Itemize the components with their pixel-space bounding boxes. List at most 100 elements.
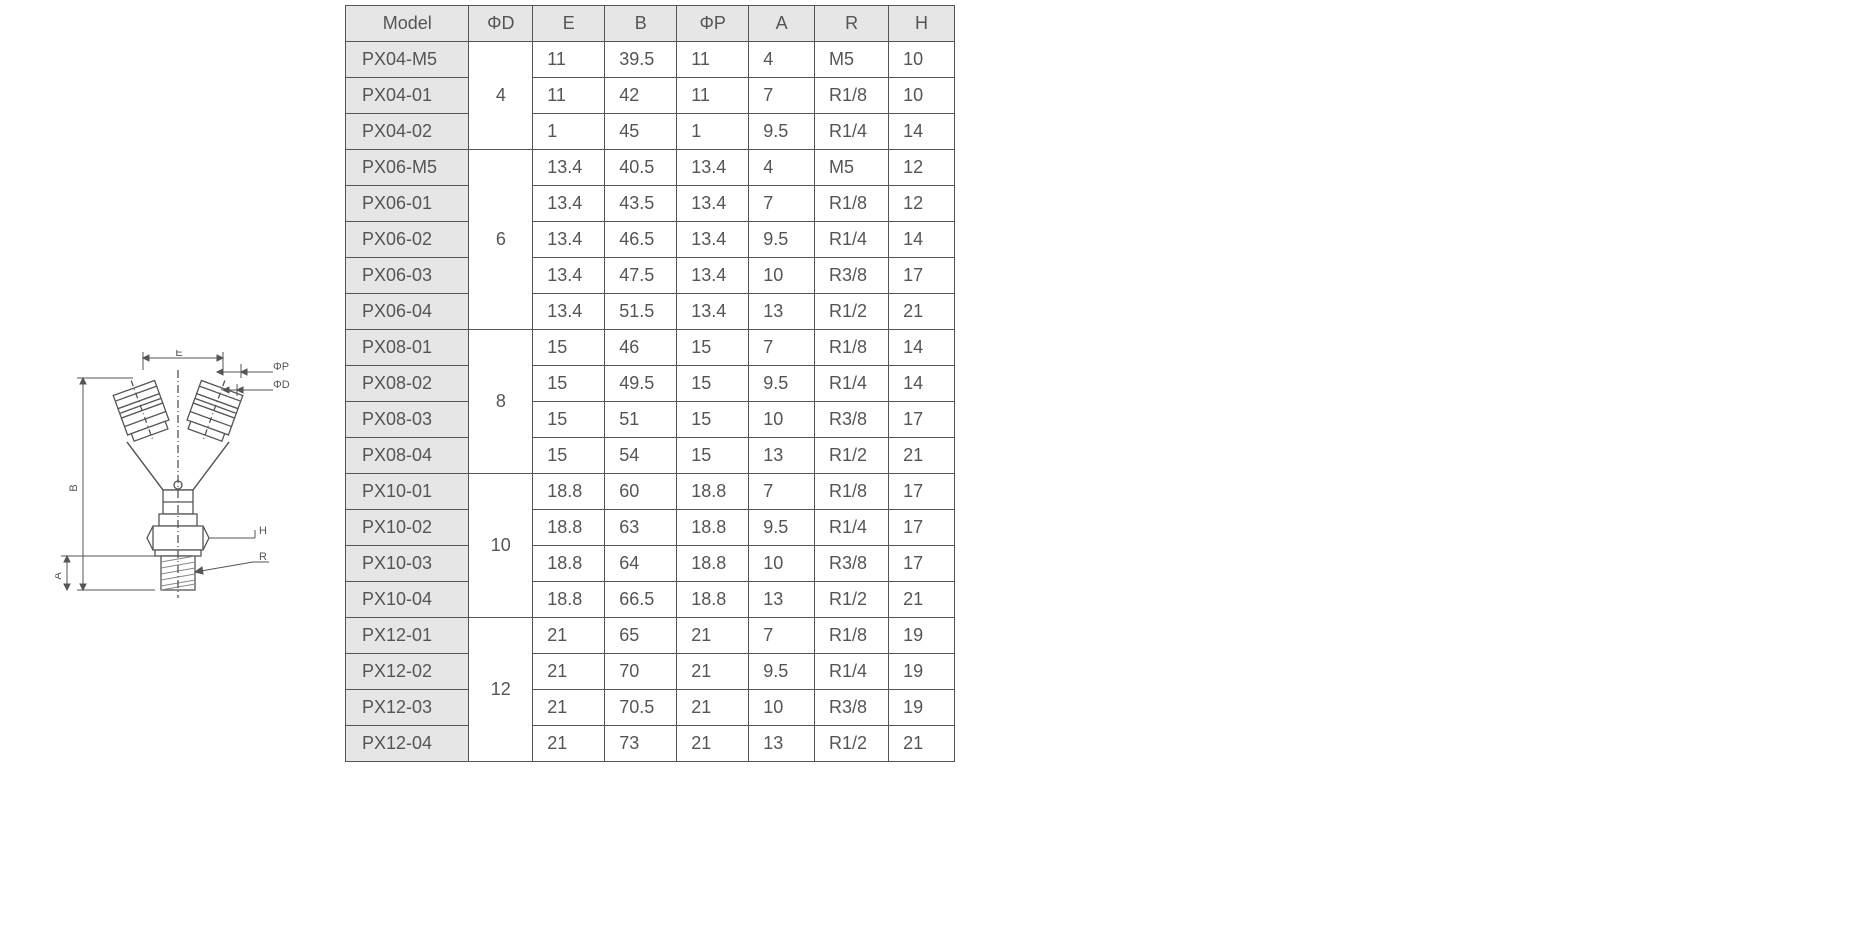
col-head-model: Model — [346, 6, 469, 42]
cell-model: PX08-04 — [346, 438, 469, 474]
cell-model: PX06-01 — [346, 186, 469, 222]
cell-a: 9.5 — [749, 366, 815, 402]
cell-e: 13.4 — [533, 294, 605, 330]
cell-model: PX04-M5 — [346, 42, 469, 78]
dim-label-phip: ΦP — [273, 361, 289, 373]
cell-b: 66.5 — [605, 582, 677, 618]
table-row: PX10-0218.86318.89.5R1/417 — [346, 510, 955, 546]
cell-r: R1/4 — [815, 222, 889, 258]
col-head-r: R — [815, 6, 889, 42]
cell-phip: 13.4 — [677, 258, 749, 294]
col-head-phip: ΦP — [677, 6, 749, 42]
col-head-h: H — [889, 6, 955, 42]
cell-a: 9.5 — [749, 654, 815, 690]
cell-b: 73 — [605, 726, 677, 762]
col-head-phid: ΦD — [469, 6, 533, 42]
cell-h: 21 — [889, 438, 955, 474]
cell-h: 19 — [889, 618, 955, 654]
cell-e: 11 — [533, 78, 605, 114]
cell-e: 18.8 — [533, 510, 605, 546]
cell-h: 21 — [889, 294, 955, 330]
cell-r: R3/8 — [815, 546, 889, 582]
cell-e: 18.8 — [533, 474, 605, 510]
cell-model: PX06-04 — [346, 294, 469, 330]
cell-model: PX12-02 — [346, 654, 469, 690]
cell-h: 10 — [889, 78, 955, 114]
cell-model: PX12-04 — [346, 726, 469, 762]
cell-e: 18.8 — [533, 582, 605, 618]
cell-e: 18.8 — [533, 546, 605, 582]
cell-a: 4 — [749, 42, 815, 78]
cell-phip: 11 — [677, 78, 749, 114]
cell-model: PX06-M5 — [346, 150, 469, 186]
cell-phip: 15 — [677, 438, 749, 474]
cell-h: 17 — [889, 474, 955, 510]
cell-model: PX08-03 — [346, 402, 469, 438]
cell-phid: 6 — [469, 150, 533, 330]
cell-model: PX12-03 — [346, 690, 469, 726]
cell-b: 46 — [605, 330, 677, 366]
table-row: PX06-0213.446.513.49.5R1/414 — [346, 222, 955, 258]
cell-b: 60 — [605, 474, 677, 510]
dim-label-a: A — [55, 572, 64, 580]
cell-a: 7 — [749, 186, 815, 222]
cell-r: R1/8 — [815, 618, 889, 654]
cell-h: 14 — [889, 222, 955, 258]
cell-phid: 10 — [469, 474, 533, 618]
table-row: PX12-01122165217R1/819 — [346, 618, 955, 654]
cell-a: 10 — [749, 690, 815, 726]
cell-model: PX06-02 — [346, 222, 469, 258]
cell-phid: 12 — [469, 618, 533, 762]
cell-r: R3/8 — [815, 402, 889, 438]
cell-phip: 13.4 — [677, 294, 749, 330]
cell-phid: 8 — [469, 330, 533, 474]
cell-a: 7 — [749, 78, 815, 114]
cell-b: 40.5 — [605, 150, 677, 186]
table-row: PX04-0214519.5R1/414 — [346, 114, 955, 150]
cell-r: R1/4 — [815, 366, 889, 402]
cell-a: 13 — [749, 582, 815, 618]
dim-label-h: H — [259, 525, 267, 537]
spec-table-body: PX04-M541139.5114M510PX04-011142117R1/81… — [346, 42, 955, 762]
cell-h: 14 — [889, 114, 955, 150]
cell-a: 10 — [749, 402, 815, 438]
table-row: PX10-011018.86018.87R1/817 — [346, 474, 955, 510]
cell-r: R1/4 — [815, 114, 889, 150]
col-head-a: A — [749, 6, 815, 42]
cell-model: PX08-01 — [346, 330, 469, 366]
cell-a: 9.5 — [749, 510, 815, 546]
table-row: PX04-011142117R1/810 — [346, 78, 955, 114]
cell-b: 39.5 — [605, 42, 677, 78]
cell-b: 47.5 — [605, 258, 677, 294]
cell-phip: 1 — [677, 114, 749, 150]
cell-r: R3/8 — [815, 690, 889, 726]
cell-phip: 13.4 — [677, 150, 749, 186]
table-row: PX08-0415541513R1/221 — [346, 438, 955, 474]
cell-h: 14 — [889, 366, 955, 402]
fitting-drawing-svg: E ΦP ΦD B A H R — [55, 350, 295, 640]
cell-r: R1/2 — [815, 582, 889, 618]
cell-e: 15 — [533, 402, 605, 438]
cell-a: 13 — [749, 294, 815, 330]
cell-phip: 18.8 — [677, 510, 749, 546]
cell-model: PX10-03 — [346, 546, 469, 582]
cell-a: 7 — [749, 474, 815, 510]
table-row: PX10-0418.866.518.813R1/221 — [346, 582, 955, 618]
dim-label-e: E — [175, 350, 182, 359]
table-row: PX06-0313.447.513.410R3/817 — [346, 258, 955, 294]
cell-r: R3/8 — [815, 258, 889, 294]
cell-h: 10 — [889, 42, 955, 78]
cell-a: 9.5 — [749, 222, 815, 258]
cell-h: 19 — [889, 654, 955, 690]
cell-b: 70.5 — [605, 690, 677, 726]
cell-r: M5 — [815, 42, 889, 78]
cell-phip: 21 — [677, 654, 749, 690]
cell-model: PX10-02 — [346, 510, 469, 546]
table-row: PX12-022170219.5R1/419 — [346, 654, 955, 690]
cell-phip: 18.8 — [677, 474, 749, 510]
cell-e: 13.4 — [533, 222, 605, 258]
cell-model: PX10-04 — [346, 582, 469, 618]
cell-b: 49.5 — [605, 366, 677, 402]
cell-e: 13.4 — [533, 150, 605, 186]
table-row: PX06-0113.443.513.47R1/812 — [346, 186, 955, 222]
